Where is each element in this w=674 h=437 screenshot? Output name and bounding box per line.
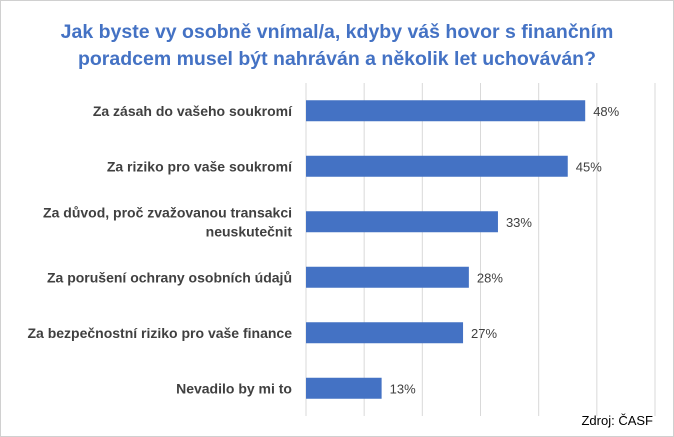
data-label: 27% — [471, 326, 497, 341]
category-label: Za zásah do vašeho soukromí — [93, 103, 293, 119]
data-label: 33% — [506, 215, 532, 230]
chart-title: Jak byste vy osobně vnímal/a, kdyby váš … — [60, 21, 614, 70]
category-label: Za riziko pro vaše soukromí — [107, 158, 293, 174]
source-note: Zdroj: ČASF — [581, 413, 653, 428]
bar — [306, 100, 586, 122]
data-label: 28% — [477, 270, 503, 285]
bar — [306, 266, 469, 288]
data-label: 45% — [576, 159, 602, 174]
bar — [306, 211, 498, 233]
data-label: 13% — [390, 381, 416, 396]
category-label: Za bezpečnostní riziko pro vaše finance — [27, 325, 292, 341]
data-label: 48% — [593, 104, 619, 119]
bar — [306, 322, 464, 344]
bar — [306, 377, 382, 399]
category-label: Za důvod, proč zvažovanou transakci neusk… — [43, 204, 292, 239]
bar — [306, 155, 568, 177]
category-label: Za porušení ochrany osobních údajů — [47, 269, 292, 285]
category-label: Nevadilo by mi to — [176, 380, 292, 396]
